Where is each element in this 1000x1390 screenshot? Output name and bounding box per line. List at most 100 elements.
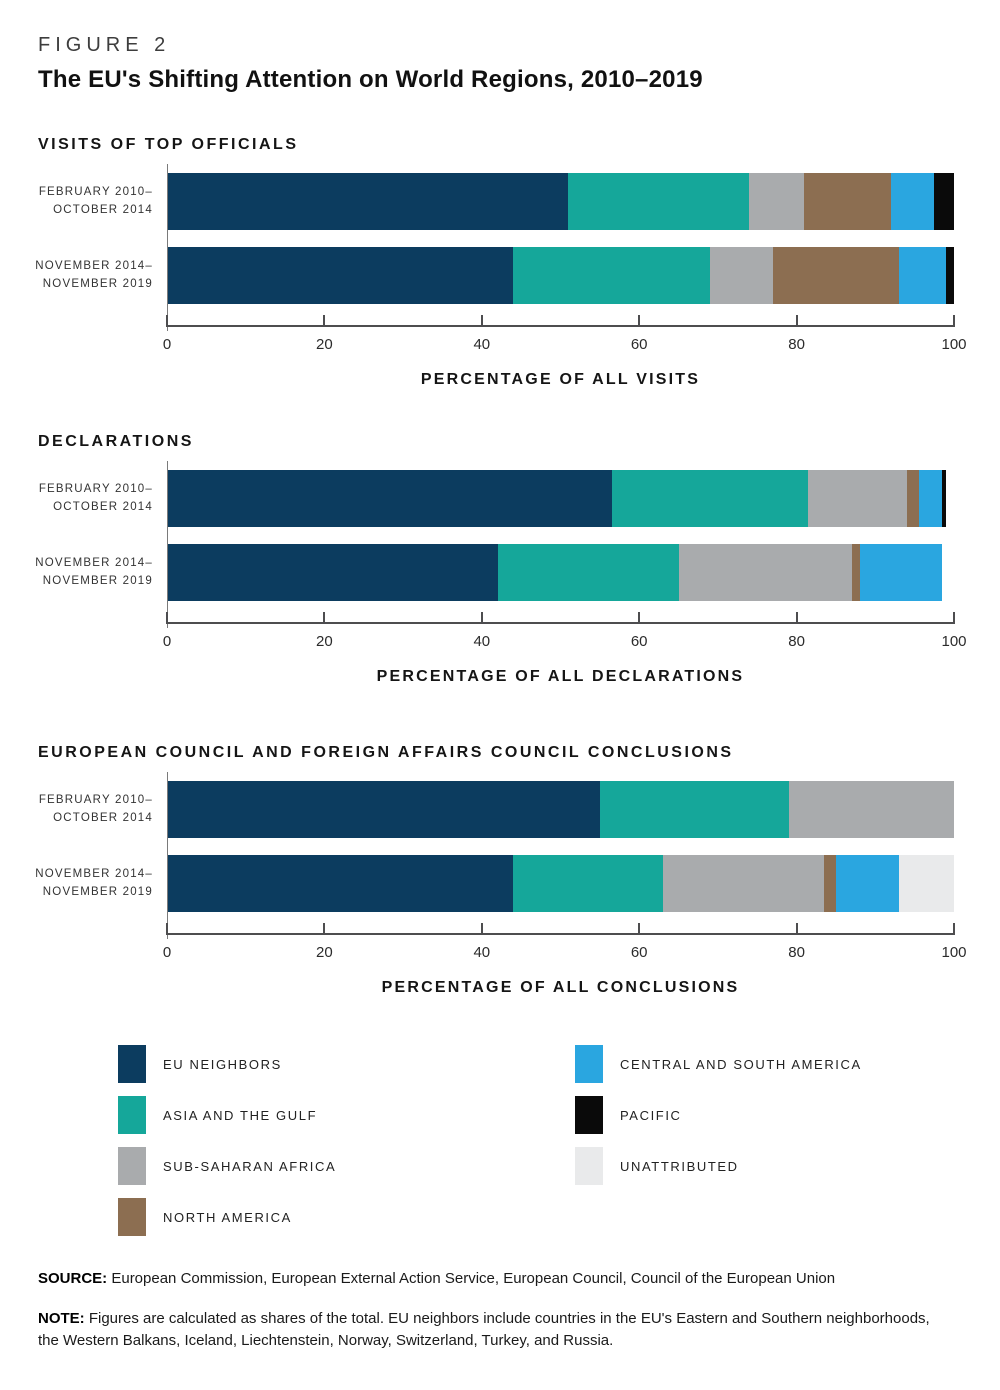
chart-title: DECLARATIONS <box>38 433 194 450</box>
axis-tick-label: 40 <box>473 944 491 961</box>
x-axis-row: 0 20 40 60 80 100 PERCENTAGE OF ALL CONCLUSIO… <box>38 912 967 997</box>
x-axis-tick-labels: 0 20 40 60 80 100 <box>163 633 967 651</box>
axis-tick <box>795 923 798 935</box>
bar-segment <box>513 247 711 304</box>
y-axis-spine <box>167 164 168 331</box>
legend-item: EU NEIGHBORS <box>118 1045 575 1083</box>
bar-segment <box>167 247 514 304</box>
bar-row: NOVEMBER 2014– NOVEMBER 2019 <box>35 247 954 304</box>
legend-column-left: EU NEIGHBORS ASIA AND THE GULF SUB-SAHARAN… <box>118 1045 575 1236</box>
axis-tick-label: 0 <box>162 633 172 650</box>
bar-segment <box>497 544 679 601</box>
legend-column-right: CENTRAL AND SOUTH AMERICA PACIFIC UNATTRIB… <box>575 1045 862 1236</box>
axis-area: 0 20 40 60 80 100 PERCENTAGE OF ALL DECLARATI… <box>163 601 967 686</box>
bar-segment <box>835 855 899 912</box>
bar-segment <box>611 470 809 527</box>
bar-track <box>167 855 954 912</box>
legend-label: SUB-SAHARAN AFRICA <box>163 1158 337 1174</box>
axis-tick-label: 100 <box>941 336 967 353</box>
bar-row-label-line: OCTOBER 2014 <box>53 500 153 513</box>
axis-area: 0 20 40 60 80 100 PERCENTAGE OF ALL VISITS <box>163 304 967 389</box>
bar-rows: FEBRUARY 2010– OCTOBER 2014 NOVEMBER 2014–… <box>35 781 954 912</box>
bar-row: NOVEMBER 2014– NOVEMBER 2019 <box>35 544 954 601</box>
legend-item: CENTRAL AND SOUTH AMERICA <box>575 1045 862 1083</box>
axis-tick <box>166 923 168 935</box>
bar-row-label-line: NOVEMBER 2019 <box>42 885 153 898</box>
chart-title: EUROPEAN COUNCIL AND FOREIGN AFFAIRS COU… <box>38 744 734 761</box>
bar-row-label-line: NOVEMBER 2014– <box>35 259 153 272</box>
bar-segment <box>749 173 805 230</box>
bar-row-label-line: FEBRUARY 2010– <box>38 482 153 495</box>
chart-title: VISITS OF TOP OFFICIALS <box>38 136 299 153</box>
bar-segment <box>898 855 954 912</box>
bar-track <box>167 781 954 838</box>
axis-tick <box>953 315 955 327</box>
legend-swatch <box>118 1096 146 1134</box>
axis-tick-label: 80 <box>788 336 805 353</box>
axis-tick <box>638 315 641 327</box>
bar-segment <box>167 781 600 838</box>
legend-item: UNATTRIBUTED <box>575 1147 862 1185</box>
legend-swatch <box>575 1096 603 1134</box>
chart-council-conclusions: EUROPEAN COUNCIL AND FOREIGN AFFAIRS COU… <box>35 744 967 997</box>
bar-segment <box>513 855 663 912</box>
legend-swatch <box>118 1198 146 1236</box>
bar-track <box>167 247 954 304</box>
bar-segment <box>788 781 954 838</box>
legend-label: UNATTRIBUTED <box>620 1158 739 1174</box>
bar-segment <box>808 470 907 527</box>
axis-tick <box>638 923 641 935</box>
figure-title: The EU's Shifting Attention on World Reg… <box>38 66 703 93</box>
axis-tick <box>953 612 955 624</box>
axis-tick-label: 80 <box>788 633 805 650</box>
legend-item: PACIFIC <box>575 1096 862 1134</box>
axis-indent <box>38 912 167 997</box>
axis-tick-label: 60 <box>630 336 648 353</box>
source-label: SOURCE: <box>38 1270 108 1287</box>
axis-tick-label: 0 <box>162 944 172 961</box>
chart-visits-of-top-officials: VISITS OF TOP OFFICIALS FEBRUARY 2010– OC… <box>35 136 967 389</box>
legend-swatch <box>575 1045 603 1083</box>
bar-segment <box>906 470 919 527</box>
bar-row-label: FEBRUARY 2010– OCTOBER 2014 <box>38 470 167 527</box>
axis-tick-label: 80 <box>788 944 805 961</box>
note-label: NOTE: <box>38 1309 85 1327</box>
axis-tick <box>480 923 483 935</box>
bar-segment <box>772 247 899 304</box>
legend-label: NORTH AMERICA <box>163 1209 292 1225</box>
axis-tick-label: 20 <box>316 633 333 650</box>
bar-segment <box>599 781 789 838</box>
axis-tick-label: 100 <box>941 633 967 650</box>
x-axis-title: PERCENTAGE OF ALL VISITS <box>420 371 701 388</box>
bar-segment <box>167 544 498 601</box>
bar-row-label-line: FEBRUARY 2010– <box>38 185 153 198</box>
legend-label: CENTRAL AND SOUTH AMERICA <box>620 1056 862 1072</box>
axis-tick-label: 40 <box>473 633 491 650</box>
axis-tick-label: 0 <box>162 336 172 353</box>
axis-indent <box>38 601 167 686</box>
legend-swatch <box>575 1147 603 1185</box>
x-axis <box>166 315 955 327</box>
axis-tick-label: 20 <box>316 944 333 961</box>
legend-swatch <box>118 1045 146 1083</box>
legend-label: ASIA AND THE GULF <box>163 1107 318 1123</box>
bar-segment <box>942 470 947 527</box>
bar-segment <box>804 173 891 230</box>
axis-tick <box>166 612 168 624</box>
bar-row-label: NOVEMBER 2014– NOVEMBER 2019 <box>35 544 167 601</box>
legend-label: EU NEIGHBORS <box>163 1056 282 1072</box>
x-axis-title: PERCENTAGE OF ALL DECLARATIONS <box>376 668 745 685</box>
legend-item: SUB-SAHARAN AFRICA <box>118 1147 575 1185</box>
bar-row-label: FEBRUARY 2010– OCTOBER 2014 <box>38 173 167 230</box>
bar-row-label-line: FEBRUARY 2010– <box>38 793 153 806</box>
legend: EU NEIGHBORS ASIA AND THE GULF SUB-SAHARAN… <box>118 1045 954 1236</box>
plot-area: FEBRUARY 2010– OCTOBER 2014 NOVEMBER 2014–… <box>35 164 967 389</box>
bar-segment <box>824 855 836 912</box>
axis-tick <box>795 315 798 327</box>
bar-row: FEBRUARY 2010– OCTOBER 2014 <box>38 470 954 527</box>
axis-tick-label: 100 <box>941 944 967 961</box>
plot-area: FEBRUARY 2010– OCTOBER 2014 NOVEMBER 2014–… <box>35 461 967 686</box>
y-axis-spine <box>167 772 168 939</box>
bar-row-label-line: OCTOBER 2014 <box>53 203 153 216</box>
